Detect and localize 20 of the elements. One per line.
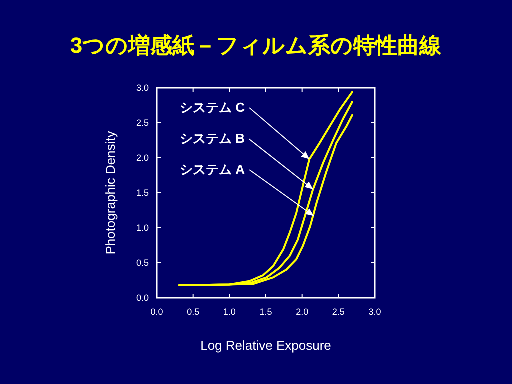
y-tick-label: 0.0 [136, 293, 149, 303]
x-tick-label: 3.0 [368, 307, 382, 317]
y-tick-label: 2.0 [136, 153, 149, 163]
x-axis-title: Log Relative Exposure [200, 338, 332, 353]
x-tick-label: 0.0 [150, 307, 164, 317]
y-tick-label: 3.0 [136, 83, 149, 93]
chart-title: 3つの増感紙－フィルム系の特性曲線 [70, 33, 443, 58]
x-tick-label: 2.0 [296, 307, 309, 317]
x-tick-label: 0.5 [187, 307, 200, 317]
y-tick-label: 0.5 [136, 258, 149, 268]
annotation: システム A [180, 162, 246, 177]
x-tick-label: 1.5 [260, 307, 272, 317]
x-tick-label: 1.0 [223, 307, 236, 317]
y-tick-label: 1.0 [136, 223, 149, 233]
y-tick-label: 2.5 [136, 118, 149, 128]
y-tick-label: 1.5 [136, 188, 149, 198]
annotation: システム B [180, 131, 245, 146]
y-axis-title: Photographic Density [103, 130, 118, 255]
annotation: システム C [180, 100, 246, 115]
x-tick-label: 2.5 [332, 307, 345, 317]
